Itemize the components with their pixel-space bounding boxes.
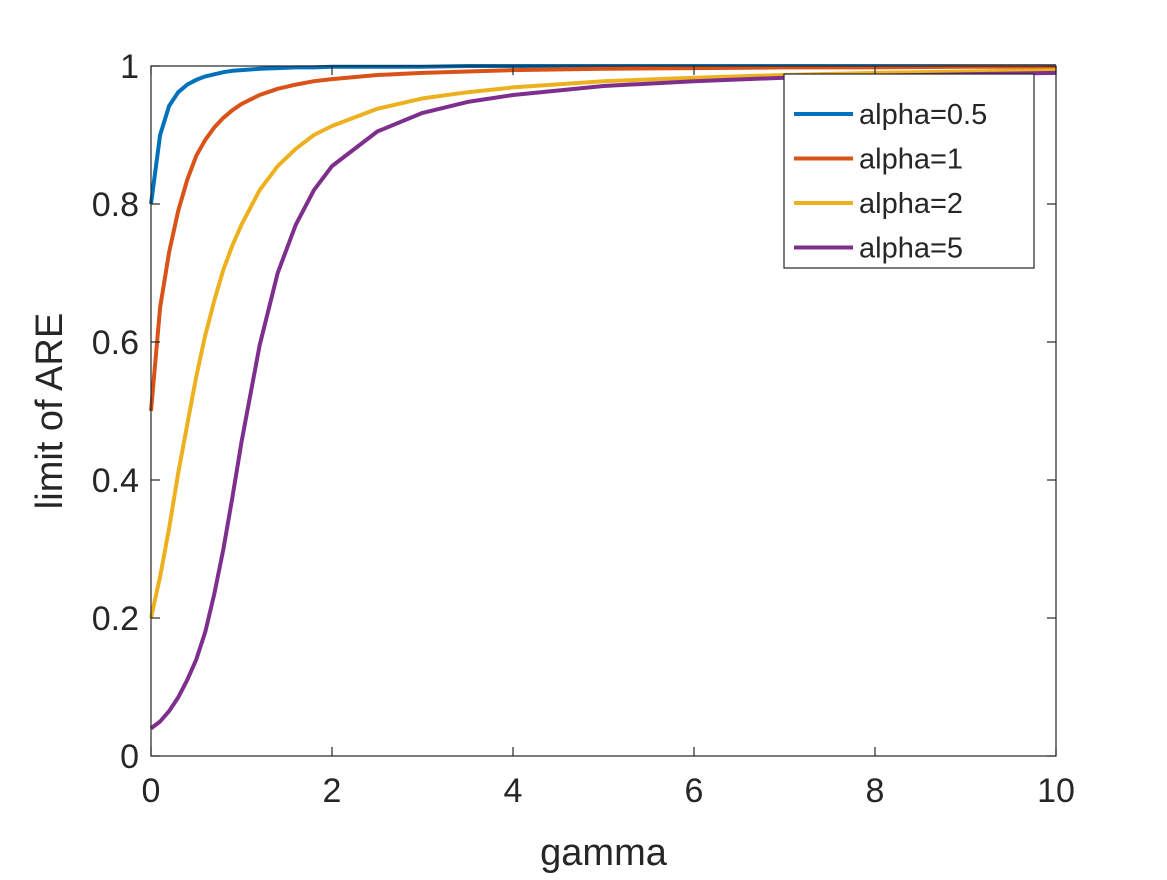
axes-box (150, 65, 1057, 757)
x-tick-label: 2 (323, 772, 342, 810)
y-tick-label: 0 (120, 738, 139, 776)
y-tick-label: 0.6 (92, 324, 139, 362)
x-tick-label: 0 (142, 772, 161, 810)
legend-box (783, 73, 1035, 269)
y-tick-label: 0.4 (92, 462, 139, 500)
series-layer (149, 64, 1057, 730)
x-tick-label: 8 (866, 772, 885, 810)
legend-label-4: alpha=5 (859, 233, 963, 265)
x-tick-label: 4 (504, 772, 523, 810)
series-line-2 (149, 64, 1056, 412)
series-line-4 (149, 70, 1057, 730)
y-tick-label: 0.2 (92, 600, 139, 638)
y-axis-label: limit of ARE (29, 313, 71, 509)
legend: alpha=0.5 alpha=1 alpha=2 alpha=5 (783, 73, 1035, 269)
legend-label-1: alpha=0.5 (859, 99, 987, 131)
y-tick-label: 1 (120, 48, 139, 86)
axes-layer: 0 2 4 6 8 10 0 0.2 0.4 0.6 0.8 1 (92, 48, 1075, 810)
x-tick-label: 10 (1037, 772, 1075, 810)
x-axis-label: gamma (540, 832, 668, 874)
legend-label-3: alpha=2 (859, 188, 963, 220)
x-tick-label: 6 (685, 772, 704, 810)
series-line-3 (149, 68, 1057, 619)
y-tick-label: 0.8 (92, 186, 139, 224)
legend-label-2: alpha=1 (859, 144, 963, 176)
